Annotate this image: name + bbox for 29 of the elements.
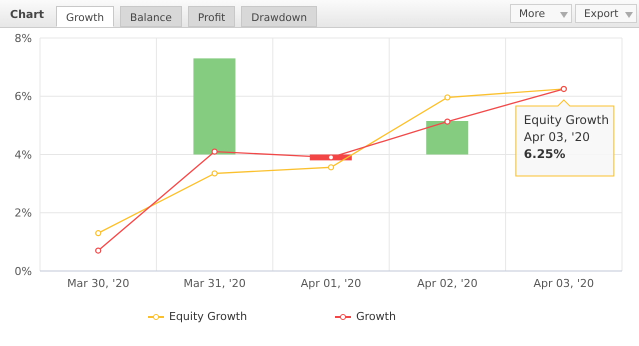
legend-label: Growth <box>356 310 396 323</box>
point <box>212 148 218 155</box>
bar <box>426 121 468 154</box>
y-tick-label: 2% <box>14 206 32 220</box>
x-tick-label: Apr 03, '20 <box>534 276 594 290</box>
y-tick-label: 8% <box>14 32 32 45</box>
y-tick-label: 6% <box>14 90 32 104</box>
x-tick-label: Apr 02, '20 <box>417 276 478 290</box>
y-tick-label: 4% <box>14 148 32 162</box>
text: Growth <box>56 6 114 27</box>
point <box>95 248 102 254</box>
y-tick-label: 0% <box>14 264 32 278</box>
x-tick-label: Apr 01, '20 <box>300 276 362 290</box>
point <box>212 170 218 177</box>
text: Profit <box>188 6 236 27</box>
point <box>444 118 450 125</box>
chart-title: Chart <box>10 8 44 21</box>
annotation: Equity Growth Apr 03, '20 6.25% <box>524 112 610 161</box>
text: Drawdown <box>241 6 318 27</box>
legend-label: Equity Growth <box>169 310 248 323</box>
point <box>95 230 102 236</box>
text: Balance <box>120 6 182 27</box>
point <box>444 94 450 101</box>
text: More <box>510 4 572 23</box>
x-tick-label: Mar 30, '20 <box>67 276 130 290</box>
x-tick-label: Mar 31, '20 <box>183 276 246 290</box>
bar <box>193 58 236 154</box>
point <box>328 164 334 170</box>
text: Export <box>575 4 637 23</box>
